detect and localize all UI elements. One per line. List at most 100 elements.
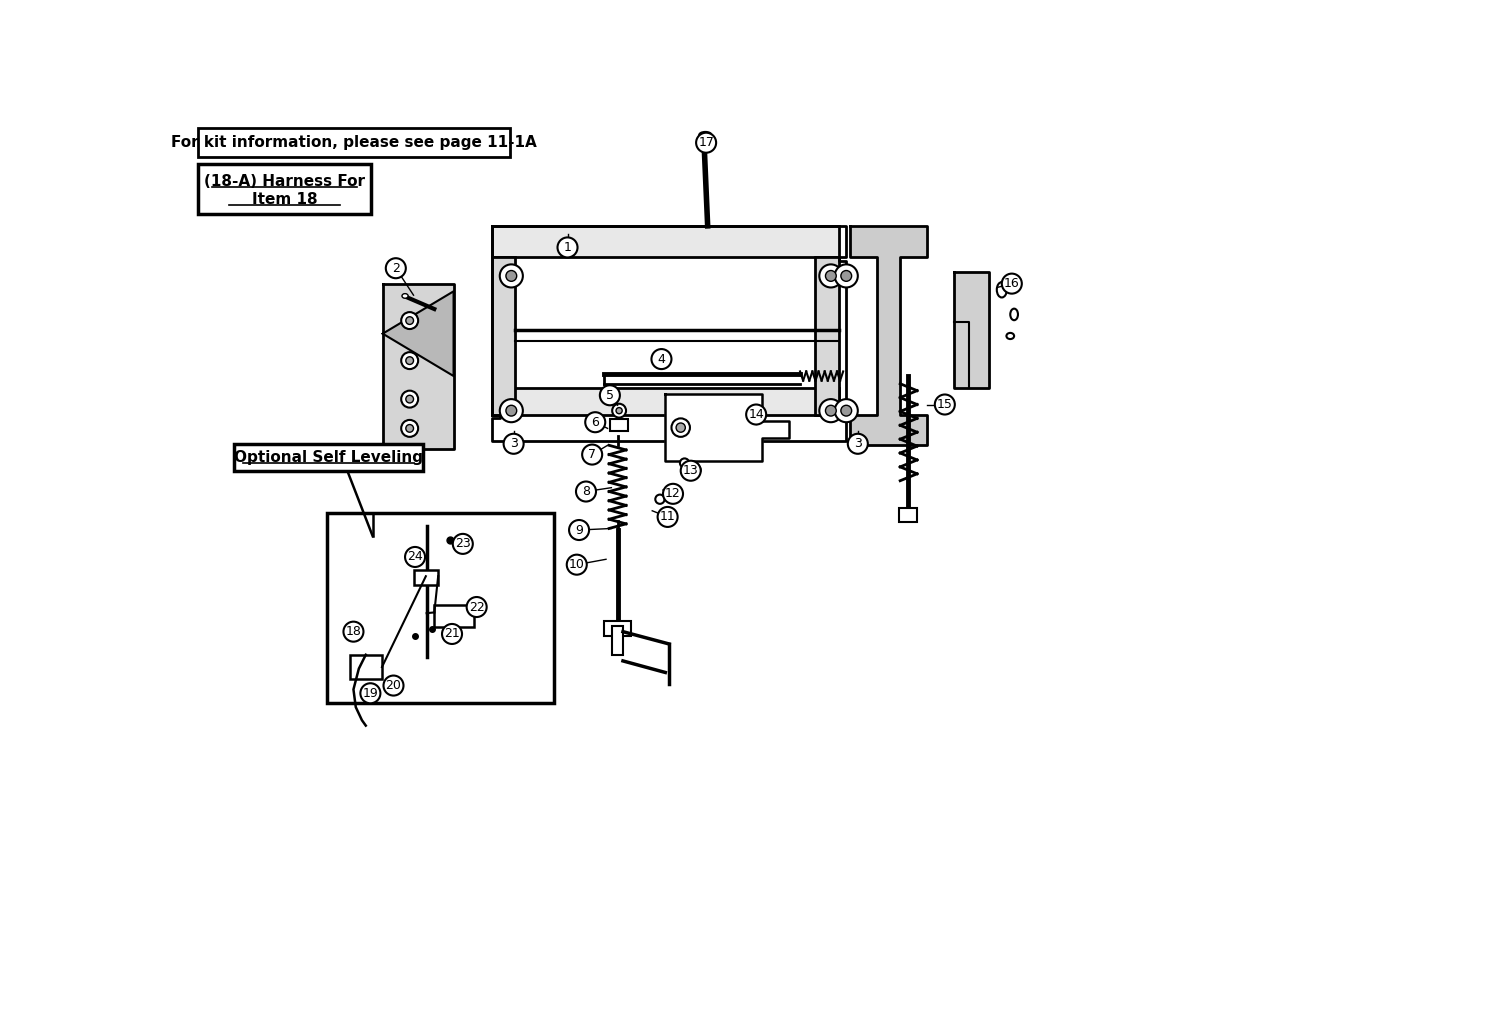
Circle shape [848,434,868,454]
Bar [435,606,474,627]
Circle shape [387,258,406,278]
Text: 23: 23 [454,537,471,551]
Circle shape [402,420,418,437]
Text: 5: 5 [606,389,614,401]
Circle shape [680,458,689,467]
Text: 12: 12 [665,488,681,500]
Text: Item 18: Item 18 [251,192,317,207]
Circle shape [466,597,487,617]
Circle shape [651,350,671,369]
Circle shape [841,270,851,281]
Circle shape [820,399,842,423]
Bar [898,508,917,522]
Text: 14: 14 [749,408,764,421]
Circle shape [612,403,626,418]
Circle shape [826,270,836,281]
Text: 7: 7 [588,448,596,461]
Text: 3: 3 [854,437,862,450]
Text: 19: 19 [362,687,379,700]
Polygon shape [382,283,454,449]
Text: 18: 18 [346,625,361,638]
Text: 24: 24 [408,551,423,564]
Circle shape [671,419,690,437]
Bar [492,226,839,257]
Circle shape [343,622,364,642]
Text: 6: 6 [591,416,599,429]
Circle shape [499,399,523,423]
Circle shape [841,405,851,417]
Circle shape [656,495,665,504]
Polygon shape [665,394,788,460]
Circle shape [406,395,414,403]
Circle shape [402,390,418,407]
Circle shape [820,264,842,288]
Circle shape [406,317,414,324]
Polygon shape [850,226,926,445]
Circle shape [402,353,418,369]
Text: 3: 3 [510,437,517,450]
Circle shape [402,312,418,329]
Ellipse shape [997,282,1006,298]
Bar [326,513,553,703]
Text: 22: 22 [469,600,484,614]
Circle shape [558,238,578,257]
Circle shape [935,394,955,415]
Bar [492,387,839,415]
Circle shape [576,482,596,502]
Circle shape [504,434,523,454]
Circle shape [746,404,766,425]
Text: 2: 2 [393,262,400,274]
Bar [609,420,629,432]
Circle shape [384,676,403,696]
Ellipse shape [1011,309,1018,320]
Circle shape [696,133,716,152]
Circle shape [600,385,620,405]
Bar [199,128,510,157]
Text: 17: 17 [698,136,714,149]
Circle shape [406,357,414,365]
Circle shape [677,423,686,432]
Bar [605,621,630,636]
Circle shape [406,425,414,432]
Circle shape [835,264,857,288]
Circle shape [835,399,857,423]
Polygon shape [382,292,454,376]
Text: 16: 16 [1005,277,1020,291]
Circle shape [505,270,517,281]
Text: 1: 1 [564,241,572,254]
Ellipse shape [699,132,711,138]
Circle shape [692,465,701,474]
Circle shape [453,533,472,554]
Circle shape [617,407,623,414]
Circle shape [505,405,517,417]
Circle shape [657,507,678,527]
Circle shape [499,264,523,288]
Text: 4: 4 [657,353,665,366]
Circle shape [1002,273,1021,294]
Bar [492,257,516,415]
Ellipse shape [1006,333,1014,339]
Text: 20: 20 [385,679,402,692]
Circle shape [569,520,590,541]
Circle shape [826,405,836,417]
Bar [235,444,423,470]
Circle shape [361,683,381,703]
Text: 10: 10 [569,558,585,571]
Circle shape [663,484,683,504]
Text: For kit information, please see page 11-1A: For kit information, please see page 11-… [171,135,537,150]
Circle shape [681,460,701,481]
Bar [612,626,623,654]
Bar [815,257,839,415]
Text: 15: 15 [937,398,952,411]
Text: 11: 11 [660,510,675,523]
Text: 9: 9 [575,523,584,536]
Text: Optional Self Leveling: Optional Self Leveling [235,450,423,464]
Circle shape [567,555,587,575]
Text: 13: 13 [683,464,698,478]
Circle shape [582,445,602,464]
Circle shape [585,412,605,432]
Bar [414,570,438,585]
Text: (18-A) Harness For: (18-A) Harness For [205,174,365,189]
Bar [349,654,382,680]
Text: 8: 8 [582,485,590,498]
